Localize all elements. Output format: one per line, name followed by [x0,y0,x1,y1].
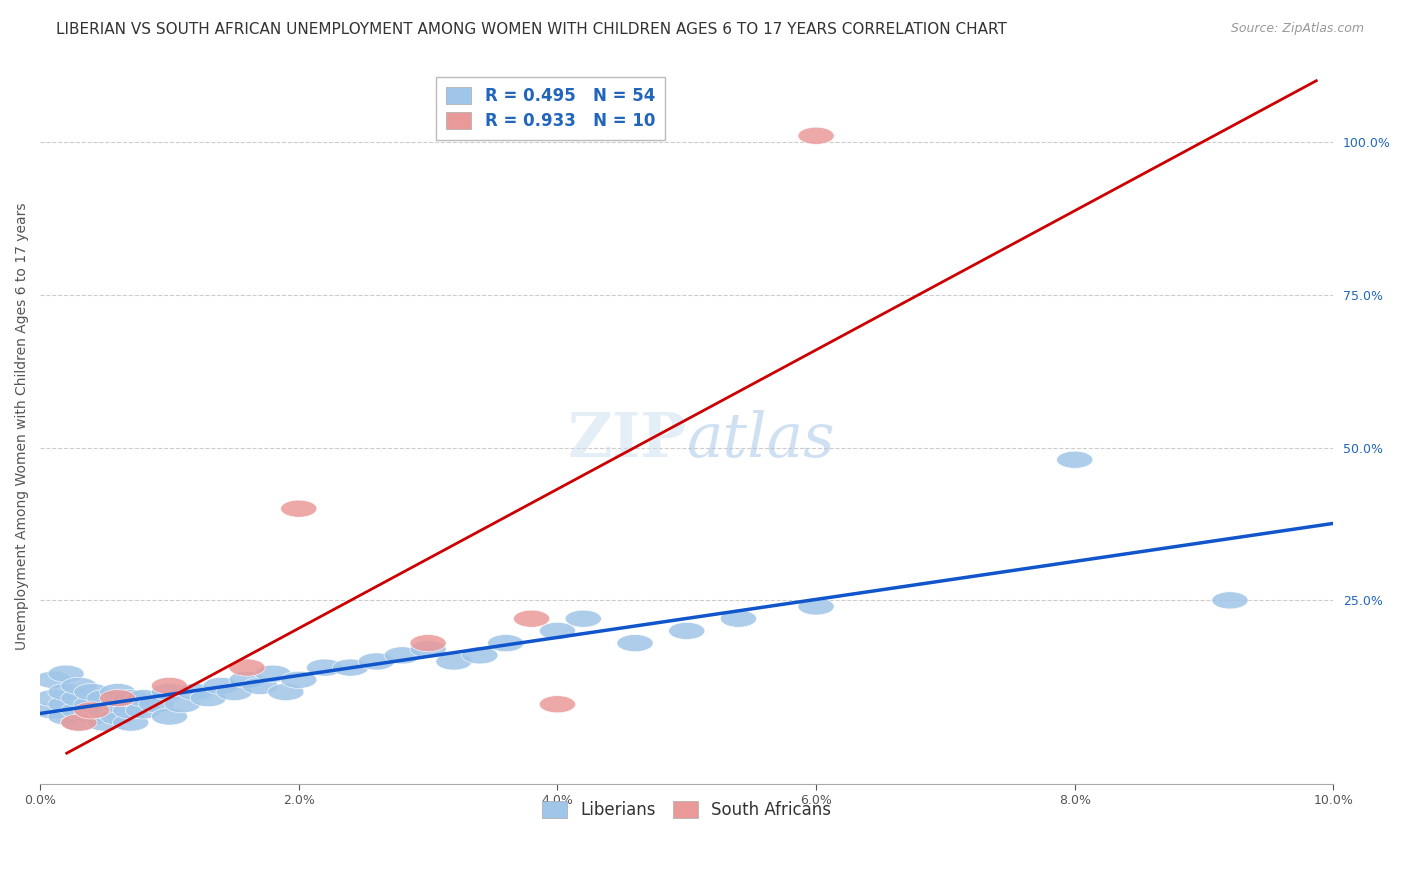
Ellipse shape [799,128,834,145]
Text: atlas: atlas [686,410,835,470]
Ellipse shape [60,702,97,719]
Ellipse shape [565,610,602,627]
Ellipse shape [461,647,498,664]
Ellipse shape [799,598,834,615]
Ellipse shape [112,690,149,706]
Ellipse shape [242,677,278,695]
Ellipse shape [73,696,110,713]
Ellipse shape [229,672,266,689]
Ellipse shape [281,500,316,517]
Ellipse shape [669,623,704,640]
Ellipse shape [35,672,72,689]
Ellipse shape [254,665,291,682]
Ellipse shape [513,610,550,627]
Ellipse shape [177,683,214,700]
Ellipse shape [540,696,575,713]
Ellipse shape [217,683,252,700]
Ellipse shape [190,690,226,706]
Ellipse shape [48,708,84,725]
Ellipse shape [48,696,84,713]
Ellipse shape [60,714,97,731]
Ellipse shape [100,690,136,706]
Ellipse shape [1057,451,1092,468]
Ellipse shape [411,640,446,657]
Ellipse shape [165,696,201,713]
Ellipse shape [359,653,395,670]
Ellipse shape [617,634,654,652]
Ellipse shape [100,696,136,713]
Ellipse shape [112,714,149,731]
Legend: Liberians, South Africans: Liberians, South Africans [536,794,838,825]
Ellipse shape [100,708,136,725]
Text: ZIP: ZIP [568,410,686,470]
Ellipse shape [87,714,122,731]
Text: Source: ZipAtlas.com: Source: ZipAtlas.com [1230,22,1364,36]
Ellipse shape [307,659,343,676]
Ellipse shape [411,634,446,652]
Ellipse shape [73,708,110,725]
Ellipse shape [152,683,187,700]
Ellipse shape [1212,591,1249,609]
Ellipse shape [332,659,368,676]
Ellipse shape [488,634,524,652]
Ellipse shape [281,672,316,689]
Ellipse shape [60,677,97,695]
Ellipse shape [73,702,110,719]
Text: LIBERIAN VS SOUTH AFRICAN UNEMPLOYMENT AMONG WOMEN WITH CHILDREN AGES 6 TO 17 YE: LIBERIAN VS SOUTH AFRICAN UNEMPLOYMENT A… [56,22,1007,37]
Ellipse shape [60,690,97,706]
Ellipse shape [229,659,266,676]
Ellipse shape [436,653,472,670]
Ellipse shape [87,702,122,719]
Y-axis label: Unemployment Among Women with Children Ages 6 to 17 years: Unemployment Among Women with Children A… [15,202,30,650]
Ellipse shape [35,702,72,719]
Ellipse shape [384,647,420,664]
Ellipse shape [202,677,239,695]
Ellipse shape [87,690,122,706]
Ellipse shape [125,702,162,719]
Ellipse shape [60,714,97,731]
Ellipse shape [720,610,756,627]
Ellipse shape [138,696,174,713]
Ellipse shape [152,708,187,725]
Ellipse shape [100,683,136,700]
Ellipse shape [152,677,187,695]
Ellipse shape [35,690,72,706]
Ellipse shape [125,690,162,706]
Ellipse shape [540,623,575,640]
Ellipse shape [48,665,84,682]
Ellipse shape [73,683,110,700]
Ellipse shape [48,683,84,700]
Ellipse shape [112,702,149,719]
Ellipse shape [267,683,304,700]
